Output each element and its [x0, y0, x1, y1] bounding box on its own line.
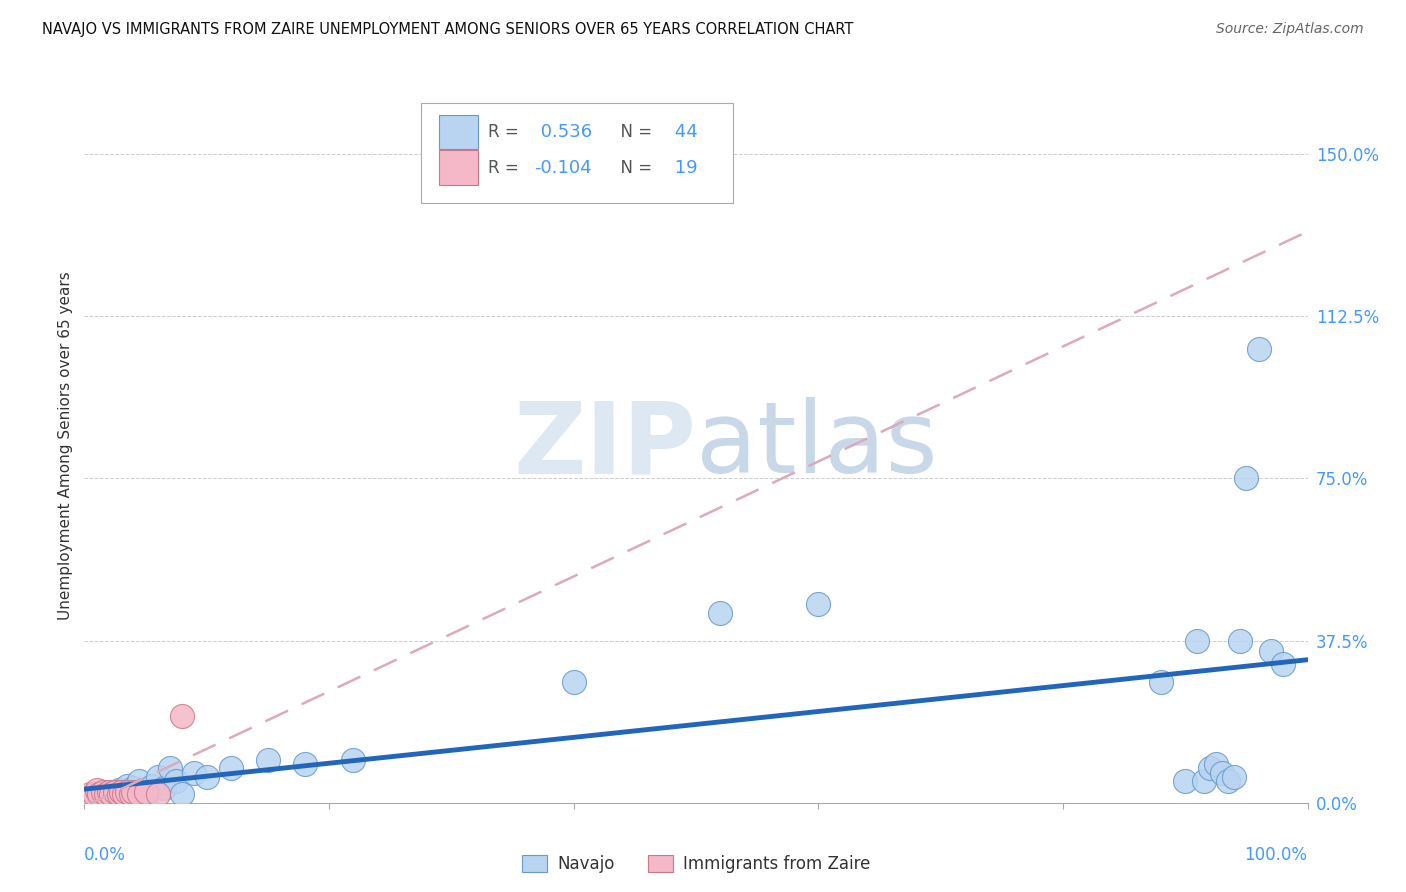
Point: [195, 770, 218, 784]
Point: [1229, 633, 1251, 648]
Point: [79, 787, 101, 801]
FancyBboxPatch shape: [439, 150, 478, 186]
FancyBboxPatch shape: [420, 103, 733, 203]
Text: N =: N =: [610, 123, 658, 141]
Point: [120, 785, 142, 799]
Point: [1247, 342, 1270, 356]
Point: [86, 782, 108, 797]
Point: [87, 787, 110, 801]
Point: [562, 674, 585, 689]
Point: [128, 787, 150, 801]
Point: [110, 787, 132, 801]
Point: [115, 785, 138, 799]
Point: [100, 787, 122, 801]
Point: [1192, 774, 1215, 789]
Text: N =: N =: [610, 159, 658, 177]
Point: [294, 756, 316, 771]
Point: [1198, 761, 1220, 775]
Point: [1187, 633, 1209, 648]
Point: [125, 787, 148, 801]
Point: [146, 770, 169, 784]
Text: -0.104: -0.104: [534, 159, 592, 177]
Point: [135, 785, 157, 799]
Point: [120, 787, 142, 801]
Point: [219, 761, 242, 775]
Point: [135, 789, 157, 804]
Point: [104, 791, 127, 805]
Point: [257, 753, 280, 767]
Text: 100.0%: 100.0%: [1244, 846, 1308, 863]
Point: [1234, 471, 1257, 485]
Point: [128, 774, 150, 789]
Point: [153, 780, 176, 795]
Point: [183, 765, 205, 780]
Point: [141, 779, 163, 793]
Legend: Navajo, Immigrants from Zaire: Navajo, Immigrants from Zaire: [515, 848, 877, 880]
Point: [91, 785, 114, 799]
Text: R =: R =: [488, 159, 524, 177]
Point: [807, 597, 830, 611]
Point: [104, 785, 127, 799]
FancyBboxPatch shape: [439, 114, 478, 150]
Point: [96, 787, 118, 801]
Text: 19: 19: [669, 159, 697, 177]
Point: [172, 787, 194, 801]
Point: [112, 787, 135, 801]
Text: ZIP: ZIP: [513, 398, 696, 494]
Point: [172, 709, 194, 723]
Point: [146, 787, 169, 801]
Point: [1205, 756, 1227, 771]
Point: [1211, 765, 1233, 780]
Point: [122, 780, 145, 795]
Point: [107, 782, 129, 797]
Text: NAVAJO VS IMMIGRANTS FROM ZAIRE UNEMPLOYMENT AMONG SENIORS OVER 65 YEARS CORRELA: NAVAJO VS IMMIGRANTS FROM ZAIRE UNEMPLOY…: [42, 22, 853, 37]
Point: [1216, 774, 1239, 789]
Point: [1272, 657, 1295, 672]
Text: 0.0%: 0.0%: [84, 846, 127, 863]
Point: [83, 787, 105, 801]
Text: Source: ZipAtlas.com: Source: ZipAtlas.com: [1216, 22, 1364, 37]
Point: [112, 789, 135, 804]
Point: [97, 789, 120, 804]
Point: [165, 774, 187, 789]
Point: [97, 785, 120, 799]
Point: [342, 753, 364, 767]
Point: [91, 787, 114, 801]
Text: R =: R =: [488, 123, 524, 141]
Point: [1174, 774, 1197, 789]
Point: [115, 779, 138, 793]
Point: [100, 785, 122, 799]
Point: [110, 785, 132, 799]
Text: 0.536: 0.536: [534, 123, 592, 141]
Text: 44: 44: [669, 123, 697, 141]
Y-axis label: Unemployment Among Seniors over 65 years: Unemployment Among Seniors over 65 years: [58, 272, 73, 620]
Point: [107, 787, 129, 801]
Point: [86, 791, 108, 805]
Point: [1223, 770, 1246, 784]
Point: [1260, 644, 1282, 658]
Point: [709, 606, 731, 620]
Point: [132, 782, 155, 797]
Point: [1150, 674, 1173, 689]
Point: [159, 761, 181, 775]
Point: [122, 785, 145, 799]
Text: atlas: atlas: [696, 398, 938, 494]
